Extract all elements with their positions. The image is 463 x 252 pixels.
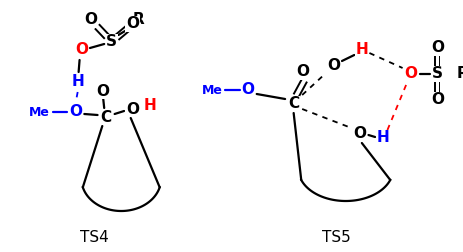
Text: S: S [106, 35, 117, 49]
Text: C: C [100, 110, 112, 124]
Text: H: H [355, 43, 368, 57]
Text: O: O [95, 83, 108, 99]
Text: O: O [353, 127, 366, 142]
Text: H: H [143, 98, 156, 112]
Text: O: O [430, 41, 443, 55]
Text: O: O [69, 105, 82, 119]
Text: O: O [326, 58, 339, 74]
Text: O: O [126, 102, 139, 116]
Text: O: O [404, 67, 417, 81]
Text: O: O [126, 16, 139, 32]
Text: O: O [75, 43, 88, 57]
Text: O: O [84, 13, 97, 27]
Text: TS4: TS4 [80, 231, 109, 245]
Text: R: R [132, 13, 144, 27]
Text: S: S [431, 67, 442, 81]
Text: H: H [375, 131, 388, 145]
Text: H: H [71, 75, 84, 89]
Text: Me: Me [201, 83, 222, 97]
Text: O: O [430, 92, 443, 108]
Text: O: O [296, 65, 309, 79]
Text: O: O [241, 82, 254, 98]
Text: C: C [288, 97, 299, 111]
Text: R: R [456, 67, 463, 81]
Text: TS5: TS5 [321, 231, 350, 245]
Text: Me: Me [29, 106, 50, 118]
